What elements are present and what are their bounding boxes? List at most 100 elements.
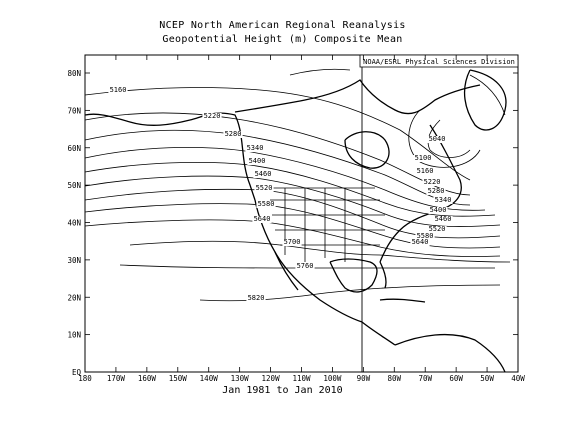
contour-label: 5460 bbox=[255, 170, 272, 178]
coast-baja bbox=[274, 251, 299, 291]
state-borders bbox=[270, 187, 385, 262]
contour-label-bg bbox=[247, 158, 267, 165]
contour-label: 5580 bbox=[417, 232, 434, 240]
contour-label-bg bbox=[433, 216, 453, 223]
contour-label-bg bbox=[245, 145, 265, 152]
lon-label: 40W bbox=[511, 374, 525, 383]
contour-label-bg bbox=[253, 171, 273, 178]
coast-central-america bbox=[361, 321, 396, 346]
lon-axis: 180 170W 160W 150W 140W 130W 120W 110W 100W 90W 80… bbox=[78, 55, 525, 383]
credit-text: NOAA/ESRL Physical Sciences Division bbox=[363, 58, 515, 66]
contour-label-bg bbox=[426, 188, 446, 195]
contour-label: 5580 bbox=[258, 200, 275, 208]
lon-label: 180 bbox=[78, 374, 92, 383]
contour-arctic-2 bbox=[469, 74, 506, 116]
contour-5340 bbox=[84, 147, 486, 211]
contour-label: 5460 bbox=[435, 215, 452, 223]
contour-label-bg bbox=[254, 185, 274, 192]
contour-label-bg bbox=[246, 295, 266, 302]
lon-label: 170W bbox=[107, 374, 126, 383]
map-title: NCEP North American Regional Reanalysis bbox=[159, 20, 406, 31]
contour-label: 5220 bbox=[204, 112, 221, 120]
lon-label: 130W bbox=[231, 374, 250, 383]
lon-label: 60W bbox=[449, 374, 463, 383]
contour-arctic-1 bbox=[289, 68, 351, 76]
credit-box bbox=[359, 54, 519, 68]
coast-pacific bbox=[254, 199, 363, 323]
contour-label: 5340 bbox=[435, 196, 452, 204]
contour-5400 bbox=[84, 161, 496, 217]
lon-label: 70W bbox=[418, 374, 432, 383]
contour-label-bg bbox=[413, 155, 433, 162]
coast-arctic bbox=[234, 79, 481, 115]
lon-label: 140W bbox=[200, 374, 219, 383]
contour-label: 5520 bbox=[256, 184, 273, 192]
contour-labels: 5160522052805340540054605520558056405700… bbox=[108, 86, 453, 302]
lon-label: 120W bbox=[262, 374, 281, 383]
contour-5160-west bbox=[84, 87, 471, 181]
contour-label: 5640 bbox=[254, 215, 271, 223]
contour-label: 5520 bbox=[429, 225, 446, 233]
lat-label: 80N bbox=[67, 69, 81, 78]
lon-label: 90W bbox=[357, 374, 371, 383]
lon-label: 110W bbox=[292, 374, 311, 383]
contour-label-bg bbox=[422, 179, 442, 186]
contour-label-bg bbox=[428, 207, 448, 214]
contour-label-bg bbox=[295, 263, 315, 270]
contour-label-bg bbox=[223, 131, 243, 138]
contour-label-bg bbox=[108, 87, 128, 94]
lat-label: 50N bbox=[67, 181, 81, 190]
contour-label: 5160 bbox=[110, 86, 127, 94]
contour-label-bg bbox=[427, 136, 447, 143]
contour-label-bg bbox=[427, 226, 447, 233]
lat-label: EQ bbox=[72, 368, 82, 377]
lat-label: 60N bbox=[67, 144, 81, 153]
lat-axis: 80N 70N 60N 50N 40N 30N 20N 10N EQ bbox=[67, 69, 518, 377]
lat-label: 30N bbox=[67, 256, 81, 265]
contour-5640 bbox=[84, 219, 501, 257]
coast-caribbean bbox=[379, 298, 426, 303]
contour-5820 bbox=[199, 284, 501, 302]
contour-label-bg bbox=[433, 197, 453, 204]
lat-label: 70N bbox=[67, 106, 81, 115]
lon-label: 160W bbox=[138, 374, 157, 383]
lon-label: 150W bbox=[169, 374, 188, 383]
contour-label: 5340 bbox=[247, 144, 264, 152]
plot-frame bbox=[84, 54, 519, 373]
contour-5280 bbox=[84, 129, 471, 206]
coast-south-america bbox=[394, 333, 506, 373]
contour-label-bg bbox=[252, 216, 272, 223]
coastlines bbox=[84, 69, 507, 373]
contour-5700 bbox=[129, 240, 511, 263]
contour-label: 5400 bbox=[430, 206, 447, 214]
contour-label-bg bbox=[282, 239, 302, 246]
contour-label: 5280 bbox=[225, 130, 242, 138]
contour-label: 5640 bbox=[412, 238, 429, 246]
map-subtitle: Geopotential Height (m) Composite Mean bbox=[162, 34, 403, 45]
contour-label: 5400 bbox=[249, 157, 266, 165]
coast-gulf bbox=[329, 258, 378, 293]
coast-alaska bbox=[84, 112, 256, 201]
coast-florida bbox=[379, 261, 387, 289]
contour-label: 5040 bbox=[429, 135, 446, 143]
contour-label: 5700 bbox=[284, 238, 301, 246]
contour-label: 5160 bbox=[417, 167, 434, 175]
lon-label: 100W bbox=[323, 374, 342, 383]
lon-label: 80W bbox=[388, 374, 402, 383]
lat-label: 40N bbox=[67, 219, 81, 228]
lat-label: 20N bbox=[67, 293, 81, 302]
coast-hudson-bay bbox=[344, 131, 390, 169]
date-range: Jan 1981 to Jan 2010 bbox=[222, 385, 343, 396]
contour-label-bg bbox=[410, 239, 430, 246]
contour-label: 5100 bbox=[415, 154, 432, 162]
lat-label: 10N bbox=[67, 331, 81, 340]
lon-label: 50W bbox=[480, 374, 494, 383]
coast-greenland bbox=[463, 69, 507, 131]
contour-label-bg bbox=[415, 233, 435, 240]
contour-label-bg bbox=[202, 113, 222, 120]
contour-label-bg bbox=[415, 168, 435, 175]
contour-label-bg bbox=[256, 201, 276, 208]
contour-label: 5820 bbox=[248, 294, 265, 302]
contour-5220 bbox=[84, 112, 471, 196]
